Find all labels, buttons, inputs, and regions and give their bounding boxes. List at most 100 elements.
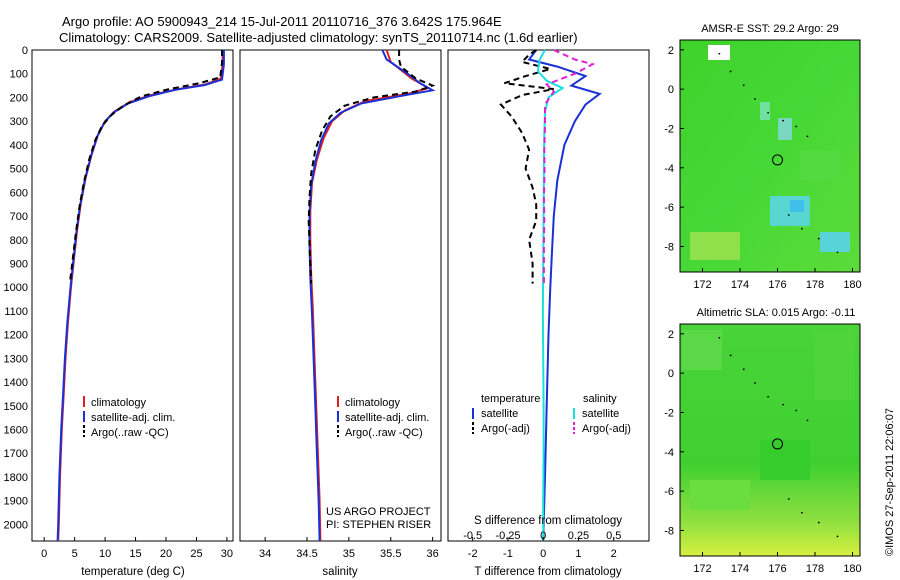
x-tick-label: -1 <box>503 548 513 560</box>
legend-label-s-satellite: satellite <box>582 408 619 420</box>
legend-label-argo: Argo(..raw -QC) <box>91 427 169 439</box>
difference-plot-frame <box>447 49 650 542</box>
depth-tick-label: 2000 <box>4 519 28 531</box>
copyright-stamp: ©IMOS 27-Sep-2011 22:06:07 <box>884 408 896 556</box>
series-line-satellite-adj-clim- <box>308 49 436 542</box>
depth-tick-label: 1600 <box>4 425 28 437</box>
map-y-tick-label: -6 <box>664 202 674 214</box>
depth-tick-label: 800 <box>10 235 28 247</box>
temperature-legend: climatology satellite-adj. clim. Argo(..… <box>83 396 175 439</box>
salinity-panel: 34 34.5 35 35.5 36 salinity climatology sate… <box>239 49 442 578</box>
x-tick-label: 30 <box>221 548 233 560</box>
x-tick-label: 25 <box>190 548 202 560</box>
sla-high-patch <box>815 330 855 400</box>
sst-data-gap <box>708 45 730 60</box>
difference-x2-ticks: -0.5 -0.25 0 0.25 0.5 <box>463 530 621 542</box>
map-x-tick-label: 176 <box>768 563 786 575</box>
depth-tick-label: 1300 <box>4 353 28 365</box>
legend-label-climatology: climatology <box>91 397 147 409</box>
depth-tick-label: 1400 <box>4 377 28 389</box>
island-dot <box>782 119 785 122</box>
depth-tick-label: 200 <box>10 92 28 104</box>
island-dot <box>787 498 790 500</box>
sst-map-panel: AMSR-E SST: 29.2 Argo: 29 172 174 176 178 18… <box>664 23 861 291</box>
depth-tick-label: 1100 <box>4 306 28 318</box>
sla-patches <box>682 330 855 510</box>
series-line-argo-raw-qc- <box>307 50 436 284</box>
sst-cool-patch <box>820 232 850 252</box>
sst-map-x-ticks: 172 174 176 178 180 <box>693 268 862 291</box>
x-tick-label: 35.5 <box>380 548 401 560</box>
depth-tick-label: 900 <box>10 258 28 270</box>
map-y-tick-label: -4 <box>664 163 674 175</box>
x2-tick-label: -0.25 <box>495 530 520 542</box>
map-x-tick-label: 174 <box>731 563 749 575</box>
island-dot <box>795 409 798 412</box>
depth-tick-label: 1500 <box>4 401 28 413</box>
island-dot <box>754 382 756 384</box>
depth-tick-label: 400 <box>10 140 28 152</box>
series-line-argo-raw-qc- <box>68 50 223 284</box>
legend-heading-salinity: salinity <box>583 393 617 405</box>
depth-tick-label: 1200 <box>4 330 28 342</box>
x-tick-label: 20 <box>160 548 172 560</box>
map-x-tick-label: 180 <box>843 563 861 575</box>
difference-x2-label: S difference from climatology <box>474 515 622 527</box>
sla-map-panel: Altimetric SLA: 0.015 Argo: -0.11 172 174… <box>664 307 861 575</box>
depth-tick-label: 1900 <box>4 496 28 508</box>
island-dot <box>795 125 798 128</box>
sla-high-patch <box>682 330 722 370</box>
sst-anomaly-patches <box>690 45 850 260</box>
map-x-tick-label: 174 <box>731 279 749 291</box>
figure-title-line2: Climatology: CARS2009. Satellite-adjuste… <box>59 30 578 45</box>
map-x-tick-label: 178 <box>806 563 824 575</box>
map-y-tick-label: -8 <box>664 525 674 537</box>
x-tick-label: 0 <box>540 548 546 560</box>
temperature-x-label: temperature (deg C) <box>81 566 185 578</box>
depth-tick-label: 600 <box>10 187 28 199</box>
legend-label-t-satellite: satellite <box>481 408 518 420</box>
legend-heading-temperature: temperature <box>481 393 540 405</box>
difference-panel: -2 -1 0 1 2 -0.5 -0.25 0 0.25 0.5 T difference f… <box>447 49 650 578</box>
sla-map-x-ticks: 172 174 176 178 180 <box>693 552 862 575</box>
legend-label-climatology: climatology <box>345 397 401 409</box>
island-dot <box>718 336 721 339</box>
island-dot <box>742 368 745 371</box>
legend-label-t-argo: Argo(-adj) <box>481 423 530 435</box>
island-dot <box>729 354 732 357</box>
depth-tick-label: 1800 <box>4 472 28 484</box>
temperature-panel: 0 5 10 15 20 25 30 temperature (deg C) climato… <box>31 49 234 578</box>
figure-title-line1: Argo profile: AO 5900943_214 15-Jul-2011… <box>62 14 502 29</box>
map-y-tick-label: -4 <box>664 447 674 459</box>
map-y-tick-label: 0 <box>668 368 674 380</box>
sla-map-y-ticks: 2 0 -2 -4 -6 -8 <box>664 329 684 537</box>
sst-map-title: AMSR-E SST: 29.2 Argo: 29 <box>701 23 839 35</box>
depth-tick-label: 1700 <box>4 448 28 460</box>
sst-map-y-ticks: 2 0 -2 -4 -6 -8 <box>664 45 684 253</box>
sla-high-patch <box>690 480 750 510</box>
x-tick-label: 15 <box>129 548 141 560</box>
sst-cool-patch <box>760 102 770 120</box>
sst-cool-patch <box>790 200 804 212</box>
difference-legend: temperature salinity satellite Argo(-adj… <box>472 393 631 435</box>
depth-tick-label: 100 <box>10 69 28 81</box>
salinity-plot-frame <box>239 49 442 542</box>
island-dot <box>800 511 803 514</box>
island-dot <box>767 395 770 398</box>
temperature-series <box>56 50 225 542</box>
salinity-x-ticks: 34 34.5 35 35.5 36 <box>259 537 439 560</box>
x2-tick-label: 0.25 <box>568 530 589 542</box>
sst-warm-patch <box>690 232 740 260</box>
island-dot <box>729 70 732 73</box>
x-tick-label: 1 <box>575 548 581 560</box>
depth-tick-label: 0 <box>22 45 28 57</box>
island-dot <box>817 521 820 524</box>
map-y-tick-label: -8 <box>664 241 674 253</box>
x-tick-label: 36 <box>427 548 439 560</box>
map-y-tick-label: -2 <box>664 123 674 135</box>
island-dot <box>767 111 770 114</box>
difference-x-ticks: -2 -1 0 1 2 <box>468 537 617 560</box>
legend-label-argo: Argo(..raw -QC) <box>345 427 423 439</box>
sst-warm-patch <box>800 150 840 180</box>
sst-cool-patch <box>778 118 792 140</box>
